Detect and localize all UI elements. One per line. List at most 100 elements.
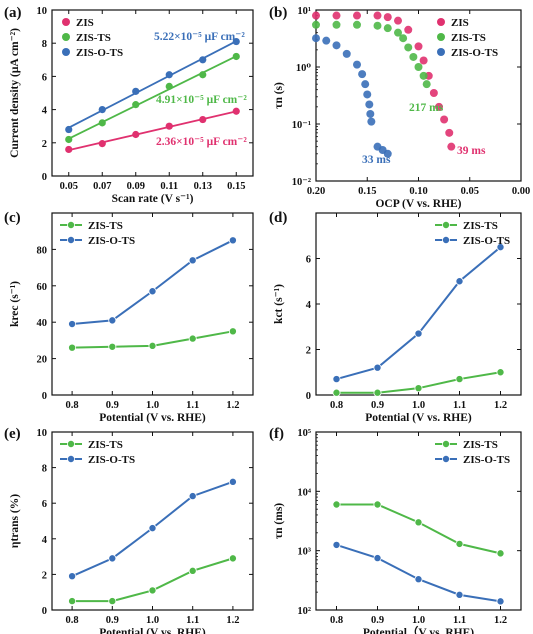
panel-label: (b) <box>269 5 287 21</box>
y-axis-title: kct (s⁻¹) <box>273 284 285 324</box>
data-point <box>332 41 341 50</box>
x-tick-label: 1.1 <box>453 400 466 411</box>
plot-frame <box>51 9 254 177</box>
x-axis-title: Potential (V vs. RHE) <box>99 627 206 634</box>
data-point <box>445 128 454 137</box>
data-point <box>383 24 392 33</box>
legend-entry: ZIS-O-TS <box>463 454 510 466</box>
data-point <box>165 82 173 90</box>
data-point <box>383 13 392 22</box>
legend-entry: ZIS-O-TS <box>76 47 123 59</box>
y-tick-label: 0 <box>42 391 47 402</box>
legend-entry: ZIS-TS <box>463 439 498 451</box>
data-point <box>414 63 423 71</box>
data-point <box>68 597 77 606</box>
y-axis-title: τn (s) <box>273 82 285 109</box>
data-point <box>373 388 382 397</box>
series-zis-ts <box>332 500 505 558</box>
legend-entry: ZIS-O-TS <box>463 235 510 247</box>
data-point <box>312 20 320 29</box>
legend-entry: ZIS-TS <box>88 220 123 232</box>
y-tick-label: 60 <box>37 282 48 293</box>
series-zis-ts <box>68 327 237 352</box>
data-point <box>98 140 106 148</box>
chart-panel-1: (a) 0.05 0.07 0.09 0.11 0.13 0.15 0 2 4 6 8 10 Scan r… <box>4 5 254 205</box>
data-point <box>332 11 341 20</box>
y-tick-label: 4 <box>42 535 48 546</box>
data-point <box>108 597 117 606</box>
data-point <box>108 342 117 351</box>
data-point <box>404 43 413 52</box>
legend-marker <box>441 220 450 229</box>
x-tick-label: 1.2 <box>494 400 507 411</box>
series-zis-ts <box>65 52 240 144</box>
x-tick-label: 1.0 <box>146 615 159 626</box>
y-tick-label: 10³ <box>297 547 311 558</box>
data-point <box>373 500 382 509</box>
data-point <box>228 236 237 245</box>
data-point <box>312 34 320 43</box>
y-tick-label: 2 <box>42 139 47 150</box>
data-point <box>440 115 449 124</box>
x-tick-label: 0.9 <box>106 615 119 626</box>
data-point <box>496 597 505 606</box>
series-zis-o-ts <box>68 236 237 329</box>
data-point <box>132 87 140 95</box>
legend-entry: ZIS-TS <box>76 32 111 44</box>
data-point <box>358 70 367 79</box>
data-point <box>373 21 382 30</box>
legend-marker <box>437 33 445 41</box>
x-tick-label: 0.05 <box>60 181 78 192</box>
y-tick-label: 10 <box>37 6 48 17</box>
data-point <box>65 145 73 154</box>
data-point <box>332 20 341 29</box>
data-point <box>332 388 341 397</box>
x-tick-label: 0.8 <box>66 400 79 411</box>
data-point <box>68 343 77 352</box>
x-axis-title: Potential（V vs. RHE) <box>363 625 474 634</box>
x-tick-label: 0.07 <box>93 181 111 192</box>
data-point <box>455 539 464 548</box>
data-point <box>228 554 237 563</box>
data-point <box>132 101 140 109</box>
y-tick-label: 2 <box>306 346 311 357</box>
data-point <box>455 375 464 384</box>
legend-entry: ZIS-O-TS <box>88 454 135 466</box>
y-axis-title: ηtrans (%) <box>9 494 21 548</box>
data-point <box>429 88 438 97</box>
y-tick-label: 20 <box>37 355 48 366</box>
y-tick-label: 10 <box>37 428 48 439</box>
legend-entry: ZIS-TS <box>451 32 486 44</box>
data-point <box>148 524 157 533</box>
data-point <box>65 135 73 144</box>
data-point <box>342 49 351 58</box>
series-zis-ts <box>68 554 237 606</box>
x-tick-label: 0.8 <box>330 400 343 411</box>
data-point <box>199 71 207 79</box>
series-zis-o-ts <box>332 243 505 384</box>
data-point <box>322 36 331 45</box>
chart-panel-4: (d) 0.8 0.9 1.0 1.1 1.2 0 2 4 6 Potential (V vs. R… <box>269 210 522 424</box>
legend-marker <box>441 439 450 448</box>
data-point <box>188 566 197 575</box>
series-line <box>72 239 234 326</box>
data-point <box>65 125 73 134</box>
data-point <box>447 142 456 151</box>
data-point <box>373 11 382 20</box>
data-point <box>188 334 197 343</box>
data-point <box>232 52 240 61</box>
data-point <box>367 117 376 126</box>
data-point <box>332 500 341 509</box>
y-tick-label: 8 <box>42 464 47 475</box>
series-zis-ts <box>332 368 505 397</box>
y-tick-label: 0 <box>42 172 47 183</box>
chart-panel-5: (e) 0.8 0.9 1.0 1.1 1.2 0 2 4 6 8 10 Potential (V vs… <box>4 426 254 634</box>
data-point <box>373 363 382 372</box>
legend-marker <box>441 235 450 244</box>
x-tick-label: 1.1 <box>186 400 199 411</box>
annotation: 4.91×10⁻⁵ μF cm⁻² <box>156 94 247 106</box>
data-point <box>332 540 341 549</box>
data-point <box>394 28 402 37</box>
annotation: 217 ms <box>409 102 444 114</box>
